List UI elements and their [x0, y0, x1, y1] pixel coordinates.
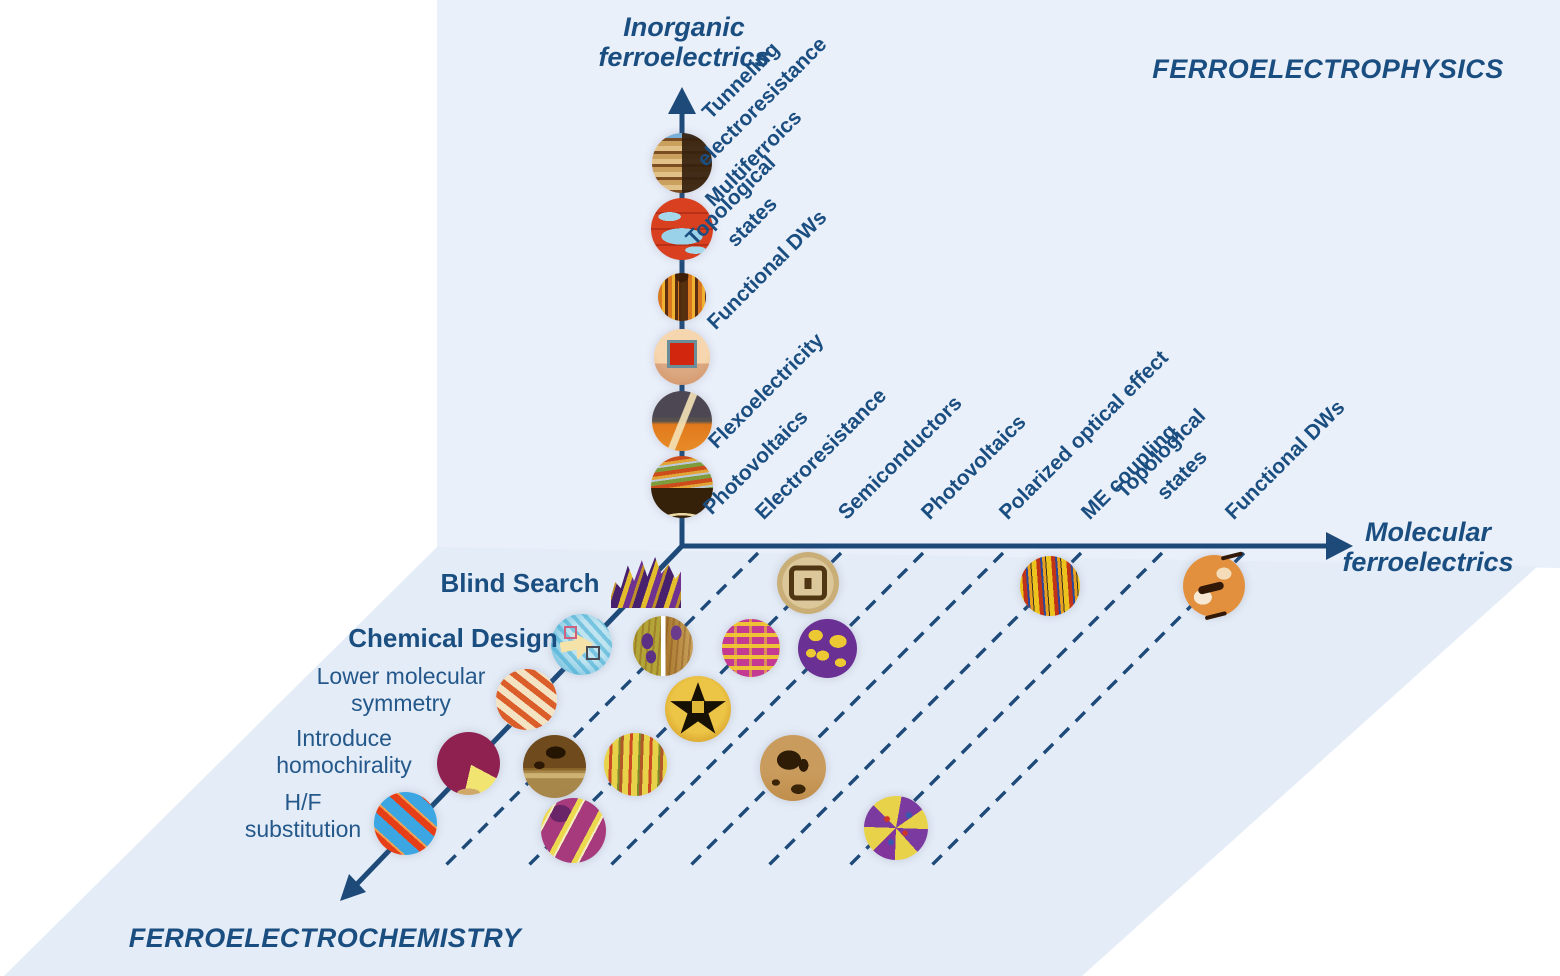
chemistry-label-introduce-homochirality: Introduce homochirality [194, 725, 494, 779]
inorganic-axis-arrow-icon [668, 87, 696, 114]
label-line: Chemical Design [348, 623, 558, 653]
molecular-axis-title: Molecular ferroelectrics [1278, 517, 1560, 577]
back-wall-plane [437, 0, 1560, 568]
marker-yellow-striped-domain [604, 733, 667, 796]
small-pink-square-outline-icon [564, 626, 578, 640]
marker-maze-domain [722, 619, 780, 677]
rounded-square-domain-icon [789, 565, 827, 601]
marker-split-domain [633, 616, 693, 676]
ferroelectrochemistry-title: FERROELECTROCHEMISTRY [128, 923, 522, 953]
inorganic-axis-title-line2: ferroelectrics [598, 42, 770, 72]
small-square-outline-icon [585, 646, 600, 661]
marker-square-domain [777, 552, 839, 614]
marker-topological-states-inorganic [658, 273, 706, 321]
chemistry-label-hf-substitution: H/F substitution [153, 789, 453, 843]
inorganic-axis-title: Inorganic ferroelectrics [534, 12, 834, 72]
label-line: symmetry [351, 690, 451, 716]
marker-orange-domain [1183, 555, 1245, 617]
marker-lower-molecular-symmetry [496, 669, 557, 730]
molecular-axis-arrow-icon [1326, 532, 1353, 560]
dark-dash-marks-icon [1197, 580, 1225, 595]
label-line: homochirality [276, 752, 412, 778]
chemistry-label-chemical-design: Chemical Design [303, 624, 603, 652]
red-square-domain-icon [667, 340, 697, 369]
chemistry-label-lower-molecular-symmetry: Lower molecular symmetry [251, 663, 551, 717]
chemistry-label-blind-search: Blind Search [370, 569, 670, 597]
marker-magenta-striped-domain [541, 798, 606, 863]
marker-vertical-striped-domain [1020, 556, 1080, 616]
marker-functional-dws-inorganic [654, 329, 710, 385]
marker-flexoelectricity [652, 391, 712, 451]
black-star-icon [670, 682, 726, 734]
label-line: Lower molecular [316, 663, 486, 689]
marker-star-domain [665, 676, 731, 742]
molecular-axis-title-line1: Molecular [1364, 517, 1492, 547]
label-line: substitution [244, 816, 362, 842]
ferroelectrophysics-title: FERROELECTROPHYSICS [1152, 54, 1504, 84]
label-line: Introduce [296, 725, 392, 751]
marker-tunneling-electroresistance [652, 133, 712, 193]
marker-photovoltaics-inorganic [651, 456, 713, 518]
chemistry-axis-arrow-icon [340, 874, 366, 901]
marker-chemical-design [551, 614, 612, 675]
label-line: H/F [284, 789, 322, 815]
marker-introduce-homochirality [437, 732, 500, 795]
marker-multiferroics [651, 198, 713, 260]
inorganic-axis-title-line1: Inorganic [623, 12, 745, 42]
marker-brown-domain [523, 735, 586, 798]
marker-hf-substitution [374, 792, 437, 855]
molecular-axis-title-line2: ferroelectrics [1342, 547, 1514, 577]
marker-mottled-domain [798, 619, 857, 678]
marker-pinwheel-domain [864, 796, 928, 860]
label-line: Blind Search [440, 568, 600, 598]
marker-cat-domain [760, 735, 826, 801]
